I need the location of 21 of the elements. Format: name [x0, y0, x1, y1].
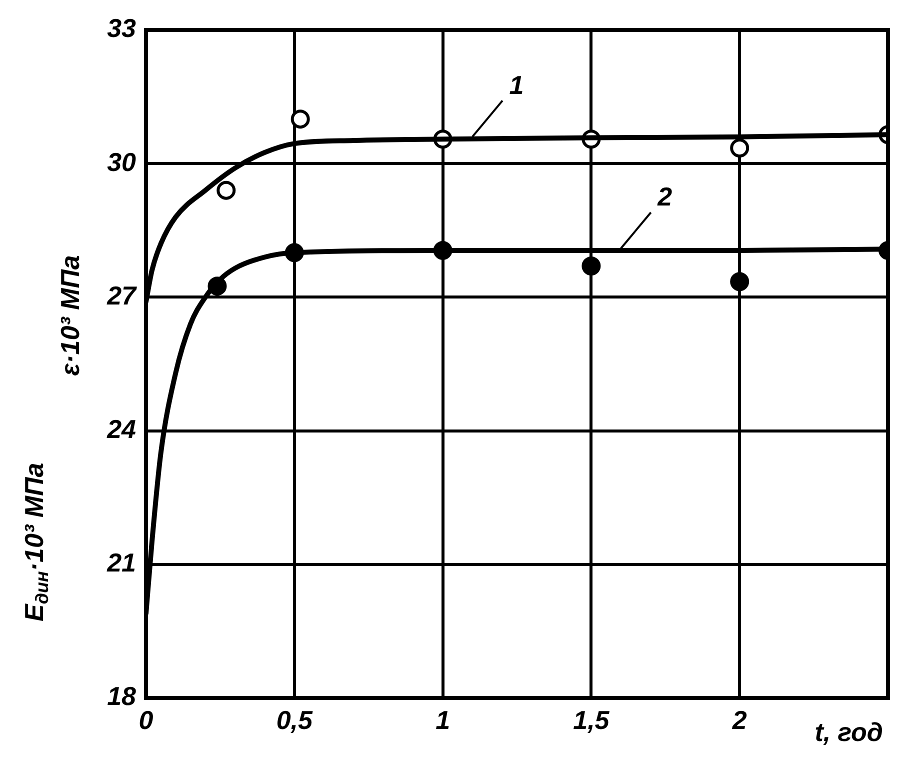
- x-tick-label: 1: [436, 704, 450, 735]
- point: [582, 256, 601, 276]
- point: [290, 110, 310, 129]
- y-tick-label: 33: [107, 13, 137, 44]
- y-tick-label: 18: [107, 681, 137, 712]
- point: [216, 180, 236, 200]
- y-axis-title: Eдин·10³ МПа: [19, 462, 52, 622]
- y-tick-label: 30: [107, 146, 137, 177]
- x-tick-label: 2: [731, 704, 748, 735]
- x-tick-label: 0,5: [276, 704, 314, 735]
- text: ε·10³ МПа: [55, 255, 86, 376]
- x-tick-label: 0: [138, 704, 154, 735]
- y-tick-label: 24: [106, 414, 137, 444]
- annotation: 2: [656, 182, 673, 212]
- y-tick-label: 21: [106, 548, 136, 578]
- point: [730, 272, 750, 292]
- annotation: 1: [509, 70, 524, 100]
- x-tick-label: 1,5: [573, 704, 610, 735]
- point: [730, 138, 750, 158]
- x-axis-title: t, год: [814, 717, 883, 748]
- y-tick-label: 27: [106, 280, 138, 310]
